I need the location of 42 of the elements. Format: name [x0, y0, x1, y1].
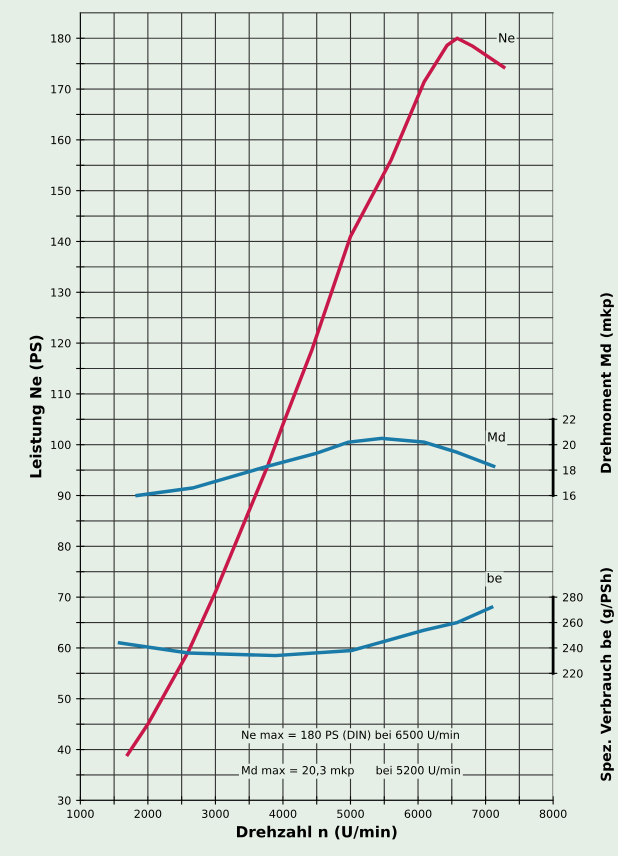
y-tick-label: 150 [51, 186, 71, 196]
y-tick-label: 130 [51, 288, 71, 297]
series-label: Ne [499, 33, 514, 43]
y3-tick-label: 220 [562, 669, 583, 678]
y-tick-label: 170 [51, 85, 71, 94]
x-tick-label: 4000 [269, 810, 296, 818]
y-tick-label: 60 [58, 644, 71, 652]
y3-axis-title: Spez. Verbrauch be (g/PSh) [600, 568, 614, 781]
x-tick-label: 7000 [472, 810, 499, 818]
y2-tick-label: 18 [563, 466, 576, 474]
x-axis-title: Drehzahl n (U/min) [236, 826, 397, 840]
x-tick-label: 8000 [540, 810, 567, 818]
y-tick-label: 140 [51, 237, 71, 246]
y2-tick-label: 16 [563, 491, 576, 500]
y-tick-label: 30 [58, 796, 71, 805]
x-tick-label: 1000 [67, 810, 94, 818]
annotation: Md max = 20,3 mkp bei 5200 U/min [242, 766, 460, 777]
y-tick-label: 70 [58, 593, 71, 602]
x-tick-label: 6000 [404, 810, 432, 818]
y-tick-label: 100 [51, 440, 71, 450]
y2-tick-label: 20 [562, 440, 576, 450]
y-tick-label: 110 [51, 390, 71, 398]
y2-tick-label: 22 [562, 415, 576, 424]
y-tick-label: 80 [58, 542, 71, 551]
series-label: be [488, 572, 502, 583]
y-tick-label: 90 [58, 491, 71, 500]
line-series [118, 606, 494, 658]
y2-axis-title: Drehmoment Md (mkp) [600, 293, 614, 473]
x-tick-label: 2000 [134, 810, 162, 818]
x-tick-label: 5000 [337, 810, 364, 818]
y3-tick-label: 240 [562, 644, 583, 652]
series-label: Md [488, 432, 505, 442]
y3-tick-label: 260 [562, 618, 583, 627]
y-tick-label: 40 [58, 746, 71, 754]
y-tick-label: 50 [58, 694, 71, 704]
y3-tick-label: 280 [562, 593, 583, 602]
y-axis-title: Leistung Ne (PS) [30, 336, 45, 478]
y-tick-label: 180 [51, 34, 71, 43]
annotation: Ne max = 180 PS (DIN) bei 6500 U/min [242, 730, 459, 740]
x-tick-label: 3000 [202, 810, 229, 818]
y-tick-label: 120 [51, 339, 71, 348]
y-tick-label: 160 [51, 136, 71, 144]
